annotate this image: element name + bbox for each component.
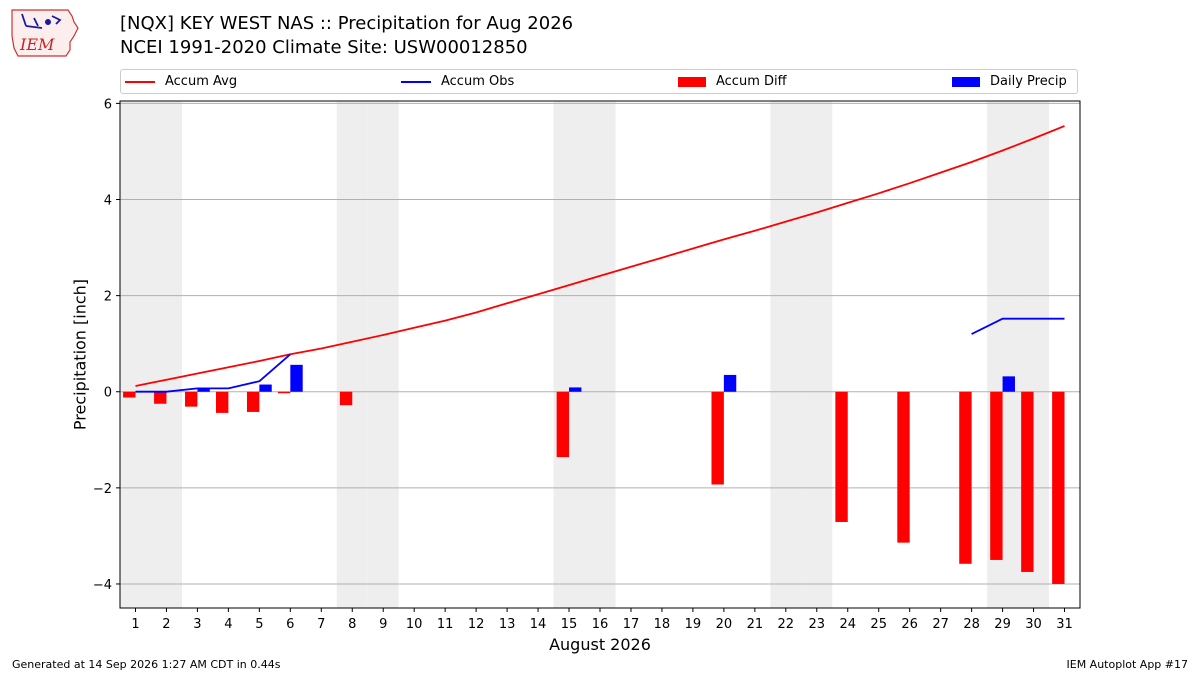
x-tick-label-16: 16	[592, 617, 609, 632]
x-tick-label-30: 30	[1025, 617, 1042, 632]
x-tick-label-10: 10	[406, 617, 423, 632]
legend-label-daily-precip: Daily Precip	[990, 74, 1067, 89]
accum-diff-bar-day-26	[897, 391, 910, 543]
x-tick-label-22: 22	[778, 617, 795, 632]
legend-item-accum-diff: Accum Diff	[678, 70, 787, 93]
weekend-shade-day-16	[584, 101, 616, 608]
weekend-shade-day-23	[801, 101, 833, 608]
daily-precip-bar-day-6	[290, 364, 303, 392]
x-tick-label-23: 23	[809, 617, 826, 632]
accum-diff-bar-day-31	[1052, 391, 1065, 584]
daily-precip-bar-day-3	[197, 388, 210, 392]
x-tick-label-6: 6	[286, 617, 294, 632]
x-tick-label-14: 14	[530, 617, 547, 632]
iem-logo: IEM	[11, 9, 79, 57]
weekend-shade-day-2	[150, 101, 182, 608]
x-tick-label-25: 25	[870, 617, 887, 632]
x-tick-label-26: 26	[901, 617, 918, 632]
chart-title: [NQX] KEY WEST NAS :: Precipitation for …	[120, 13, 574, 34]
x-tick-label-15: 15	[561, 617, 578, 632]
y-tick-label--4: −4	[93, 578, 112, 593]
accum-diff-bar-day-2	[154, 391, 167, 404]
series-lines	[135, 125, 1065, 393]
x-tick-label-19: 19	[685, 617, 702, 632]
y-tick-label--2: −2	[93, 482, 112, 497]
x-tick-label-18: 18	[654, 617, 671, 632]
y-axis-label: Precipitation [inch]	[71, 279, 90, 430]
x-tick-label-27: 27	[932, 617, 949, 632]
x-tick-label-11: 11	[437, 617, 454, 632]
legend-swatch-accum-avg	[125, 80, 155, 83]
x-tick-label-12: 12	[468, 617, 485, 632]
accum-diff-bar-day-15	[556, 391, 570, 458]
x-tick-label-5: 5	[255, 617, 263, 632]
x-axis-label: August 2026	[549, 635, 651, 654]
accum-diff-bar-day-24	[835, 391, 848, 522]
accum-obs-line-segment-1	[135, 353, 291, 393]
daily-precip-bar-day-29	[1002, 376, 1015, 392]
app-credit: IEM Autoplot App #17	[1066, 658, 1189, 671]
x-tick-label-1: 1	[131, 617, 139, 632]
x-tick-label-29: 29	[994, 617, 1011, 632]
gridlines	[120, 102, 1080, 585]
daily-precip-bar-day-5	[259, 384, 272, 392]
x-tick-label-24: 24	[839, 617, 856, 632]
y-tick-label-4: 4	[104, 194, 112, 209]
x-tick-label-21: 21	[747, 617, 764, 632]
daily-precip-bar-day-20	[723, 374, 737, 392]
generated-timestamp: Generated at 14 Sep 2026 1:27 AM CDT in …	[12, 658, 281, 671]
accum-diff-bar-day-1	[123, 391, 136, 398]
x-tick-label-4: 4	[224, 617, 232, 632]
legend: Accum Avg Accum Obs Accum Diff Daily Pre…	[120, 69, 1078, 94]
bars	[123, 364, 1065, 584]
accum-diff-bar-day-30	[1021, 391, 1034, 572]
weekend-shade-day-1	[120, 101, 151, 608]
x-tick-label-20: 20	[716, 617, 733, 632]
legend-label-accum-avg: Accum Avg	[165, 74, 238, 89]
chart-subtitle: NCEI 1991-2020 Climate Site: USW00012850	[120, 37, 528, 58]
accum-diff-bar-day-5	[246, 391, 260, 412]
accum-diff-bar-day-8	[339, 391, 353, 406]
x-tick-label-3: 3	[193, 617, 201, 632]
x-tick-label-9: 9	[379, 617, 387, 632]
legend-label-accum-obs: Accum Obs	[441, 74, 515, 89]
x-tick-label-17: 17	[623, 617, 640, 632]
weekend-shade-day-9	[367, 101, 399, 608]
accum-diff-bar-day-3	[185, 391, 198, 407]
accum-diff-bar-day-4	[216, 391, 229, 413]
daily-precip-bar-day-15	[569, 387, 582, 392]
x-tick-label-8: 8	[348, 617, 356, 632]
x-tick-label-31: 31	[1056, 617, 1073, 632]
x-tick-label-13: 13	[499, 617, 516, 632]
weather-station-icon	[21, 13, 62, 29]
x-tick-label-2: 2	[162, 617, 170, 632]
weekend-shade-day-15	[553, 101, 585, 608]
legend-item-accum-avg: Accum Avg	[125, 70, 237, 93]
accum-obs-line-segment-2	[971, 317, 1065, 335]
accum-diff-bar-day-28	[959, 391, 972, 564]
weekend-shade-day-8	[336, 101, 368, 608]
y-tick-label-2: 2	[104, 290, 112, 305]
iowa-state-outline-icon	[11, 9, 79, 57]
x-tick-label-28: 28	[963, 617, 980, 632]
legend-swatch-accum-obs	[401, 80, 431, 83]
x-tick-label-7: 7	[317, 617, 325, 632]
y-tick-label-6: 6	[104, 97, 112, 112]
legend-label-accum-diff: Accum Diff	[716, 74, 787, 89]
legend-item-daily-precip: Daily Precip	[952, 70, 1067, 93]
y-tick-label-0: 0	[104, 386, 112, 401]
accum-diff-bar-day-20	[711, 391, 724, 485]
accum-diff-bar-day-29	[990, 391, 1003, 560]
weekend-shade-day-22	[770, 101, 802, 608]
legend-swatch-accum-diff	[678, 76, 706, 87]
legend-item-accum-obs: Accum Obs	[401, 70, 514, 93]
legend-swatch-daily-precip	[952, 76, 980, 87]
accum-diff-bar-day-6	[277, 391, 291, 394]
weekend-shading	[120, 101, 1050, 608]
logo-text: IEM	[19, 35, 55, 54]
